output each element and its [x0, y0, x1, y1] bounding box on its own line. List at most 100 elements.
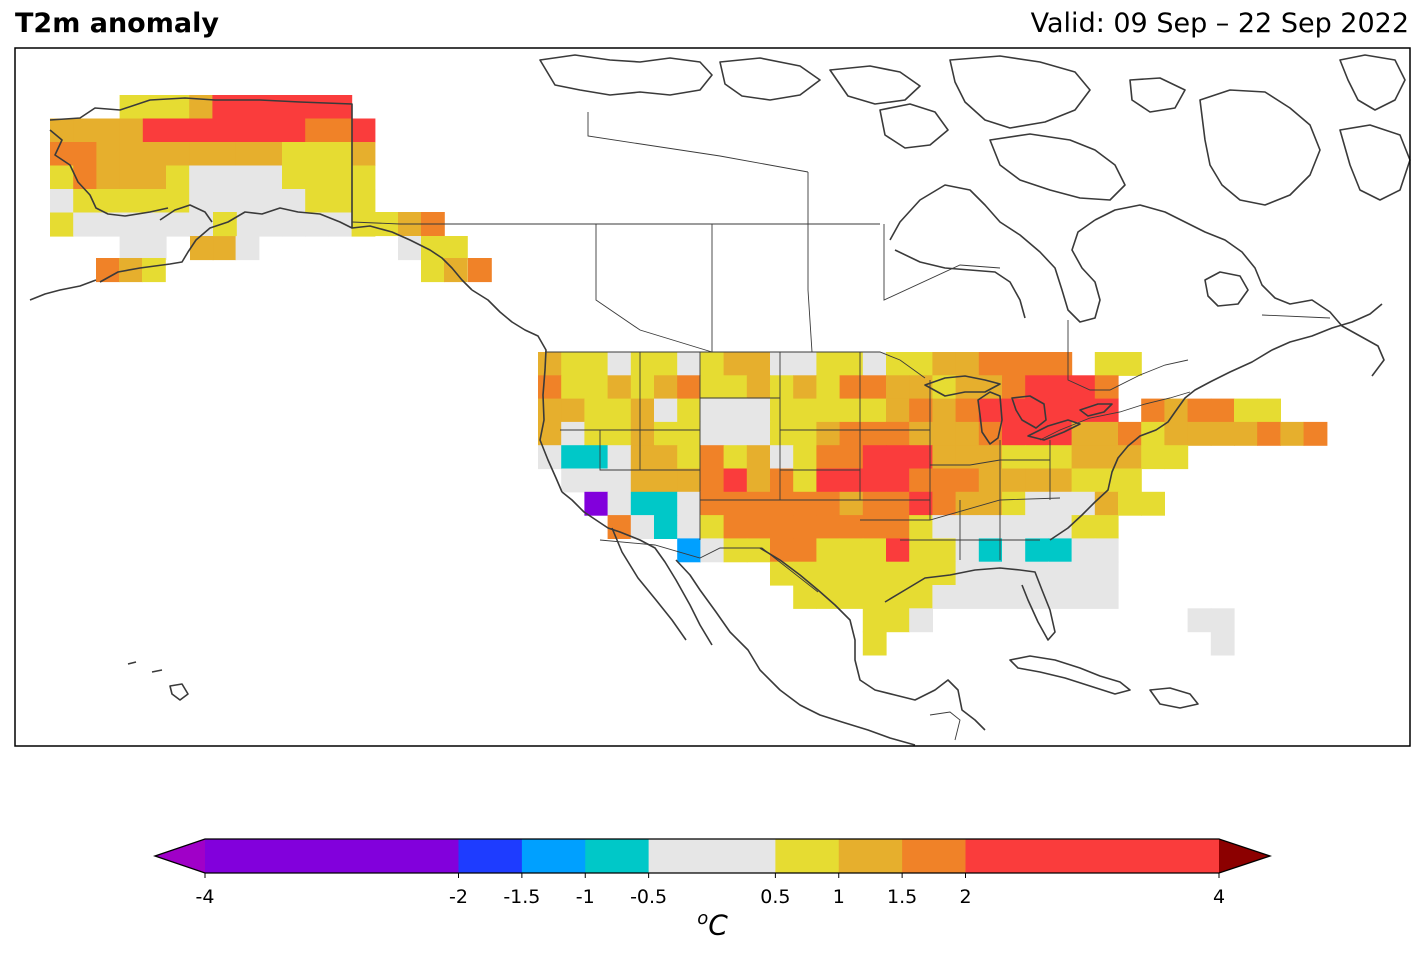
anomaly-cell — [96, 189, 121, 214]
anomaly-cell — [816, 468, 841, 493]
anomaly-cell — [862, 631, 887, 656]
anomaly-cell — [793, 515, 817, 539]
anomaly-cell — [1002, 515, 1026, 539]
anomaly-cell — [955, 538, 980, 563]
anomaly-cell — [723, 468, 748, 493]
anomaly-cell — [654, 375, 678, 400]
anomaly-cell — [1002, 561, 1026, 586]
anomaly-cell — [1002, 585, 1026, 609]
anomaly-cell — [909, 515, 933, 539]
anomaly-cell — [909, 398, 933, 423]
anomaly-cell — [1257, 421, 1281, 446]
anomaly-cell — [839, 421, 864, 446]
anomaly-cell — [978, 491, 1003, 516]
anomaly-cell — [978, 468, 1003, 493]
anomaly-cell — [50, 212, 74, 237]
anomaly-cell — [282, 212, 306, 237]
anomaly-cell — [142, 142, 167, 167]
anomaly-cell — [1094, 352, 1119, 376]
anomaly-cell — [1141, 398, 1165, 423]
anomaly-cell — [50, 118, 74, 143]
anomaly-cell — [351, 118, 376, 143]
anomaly-cell — [955, 585, 980, 609]
anomaly-cell — [770, 352, 794, 376]
anomaly-cell — [607, 398, 632, 423]
anomaly-cell — [96, 142, 121, 167]
anomaly-cell — [1187, 398, 1212, 423]
anomaly-cell — [1071, 445, 1096, 470]
anomaly-cell — [839, 585, 864, 609]
anomaly-cell — [677, 352, 701, 376]
anomaly-cell — [1118, 468, 1142, 493]
anomaly-cell — [955, 445, 980, 470]
anomaly-cell — [1002, 352, 1026, 376]
colorbar-segment — [648, 839, 776, 873]
anomaly-cell — [677, 375, 701, 400]
anomaly-cell — [654, 352, 678, 376]
anomaly-cell — [1025, 561, 1049, 586]
anomaly-cell — [770, 398, 794, 423]
anomaly-cell — [978, 445, 1003, 470]
anomaly-cell — [584, 375, 609, 400]
anomaly-cell — [282, 142, 306, 167]
anomaly-cell — [258, 142, 283, 167]
anomaly-cell — [978, 398, 1003, 423]
anomaly-cell — [189, 142, 213, 167]
anomaly-cell — [142, 189, 167, 214]
anomaly-cell — [561, 445, 585, 470]
anomaly-cell — [1025, 375, 1049, 400]
colorbar-segment — [838, 839, 903, 873]
anomaly-cell — [351, 142, 376, 167]
anomaly-cell — [142, 236, 167, 261]
anomaly-cell — [932, 585, 957, 609]
colorbar-tick-label: -1.5 — [503, 886, 540, 908]
anomaly-cell — [839, 491, 864, 516]
anomaly-cell — [538, 421, 562, 446]
anomaly-cell — [1094, 468, 1119, 493]
anomaly-cell — [1210, 421, 1235, 446]
anomaly-cell — [50, 165, 74, 190]
anomaly-cell — [1002, 421, 1026, 446]
anomaly-cell — [654, 468, 678, 493]
anomaly-cell — [1071, 538, 1096, 563]
anomaly-cell — [1002, 538, 1026, 563]
coastlines — [29, 54, 1411, 746]
anomaly-cell — [932, 515, 957, 539]
anomaly-cell — [978, 538, 1003, 563]
anomaly-cell — [351, 189, 376, 214]
anomaly-cell — [700, 375, 725, 400]
anomaly-cell — [630, 515, 655, 539]
colorbar-tick-label: 0.5 — [760, 886, 790, 908]
anomaly-cell — [212, 95, 237, 120]
colorbar-tick-label: -4 — [196, 886, 215, 908]
valid-period: Valid: 09 Sep – 22 Sep 2022 — [1030, 8, 1409, 39]
anomaly-cell — [96, 165, 121, 190]
anomaly-cell — [1071, 585, 1096, 609]
anomaly-cell — [189, 165, 213, 190]
anomaly-cell — [746, 468, 771, 493]
anomaly-cell — [862, 585, 887, 609]
colorbar-tick-label: 4 — [1213, 886, 1225, 908]
anomaly-cell — [1094, 375, 1119, 400]
anomaly-cell — [955, 398, 980, 423]
anomaly-cell — [1048, 515, 1073, 539]
anomaly-cell — [816, 398, 841, 423]
anomaly-cell — [166, 95, 190, 120]
anomaly-cell — [909, 561, 933, 586]
anomaly-cell — [978, 375, 1003, 400]
anomaly-cell — [816, 561, 841, 586]
anomaly-cell — [189, 118, 213, 143]
anomaly-cell — [538, 352, 562, 376]
anomaly-cell — [444, 258, 468, 283]
anomaly-cell — [607, 445, 632, 470]
anomaly-cell — [770, 515, 794, 539]
anomaly-cell — [398, 236, 422, 261]
anomaly-cell — [932, 491, 957, 516]
anomaly-cell — [839, 398, 864, 423]
anomaly-cell — [328, 189, 353, 214]
anomaly-cell — [1025, 445, 1049, 470]
anomaly-cell — [909, 585, 933, 609]
anomaly-cell — [723, 445, 748, 470]
anomaly-cell — [862, 561, 887, 586]
anomaly-cell — [607, 421, 632, 446]
